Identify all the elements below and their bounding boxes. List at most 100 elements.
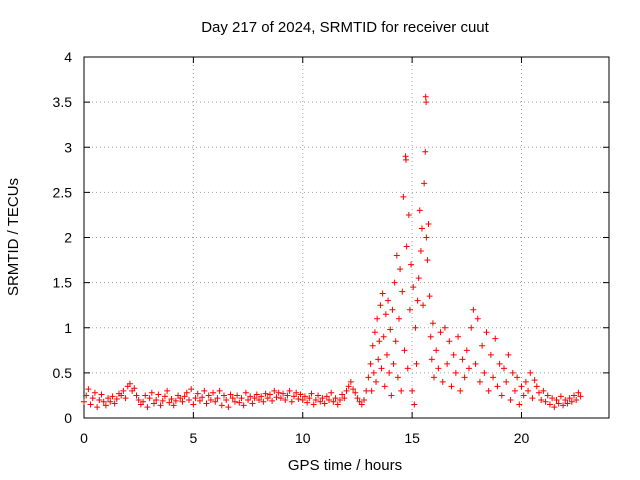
data-point [166,399,173,406]
data-point [242,389,249,396]
data-point [417,248,424,255]
y-tick-labels: 0 0.5 1 1.5 2 2.5 3 3.5 4 [53,49,73,426]
data-point [157,402,164,409]
data-point [334,401,341,408]
data-point [94,404,101,411]
data-point [538,396,545,403]
x-tick-label: 0 [80,430,88,446]
data-point [142,392,149,399]
data-point [245,396,252,403]
data-point [468,324,475,331]
data-point [304,399,311,406]
data-point [214,395,221,402]
y-tick-label: 0 [64,410,72,426]
data-point [392,338,399,345]
data-point [544,392,551,399]
data-point [249,400,256,407]
data-point [527,369,534,376]
data-point [396,315,402,322]
x-tick-label: 5 [189,430,197,446]
data-point [428,356,435,363]
data-point [413,360,420,367]
data-point [295,396,302,403]
data-point [560,402,567,409]
data-point [205,392,212,399]
data-point [306,395,313,402]
data-point [336,396,343,403]
y-tick-label: 0.5 [53,365,73,381]
data-point [126,380,133,387]
y-tick-label: 1.5 [53,275,73,291]
data-point [557,393,564,400]
data-point [291,393,297,400]
data-point [321,400,328,407]
data-point [433,347,440,354]
data-point [282,396,289,403]
data-point [361,396,367,403]
data-point [203,400,210,407]
data-point [463,347,470,354]
data-point [401,347,408,354]
data-point [365,374,372,381]
data-point [83,392,90,399]
data-point [146,395,153,402]
data-point [107,398,114,405]
data-point [446,338,453,345]
data-point [404,365,411,372]
data-point [470,306,477,313]
y-tick-label: 2 [64,230,72,246]
data-point [89,395,96,402]
data-point [199,394,206,401]
data-point [350,386,357,393]
data-point [546,401,553,408]
x-tick-label: 20 [514,430,530,446]
data-point [256,396,262,403]
data-point [315,392,322,399]
data-point [181,393,188,400]
data-point [415,275,422,282]
data-point [431,374,437,381]
data-point [358,401,365,408]
data-point [379,290,386,297]
data-point [308,390,315,397]
data-point [564,400,571,407]
data-point [330,398,337,405]
data-point [81,398,87,405]
data-point [216,387,223,394]
y-tick-label: 3.5 [53,94,73,110]
data-point [85,386,92,393]
y-tick-label: 3 [64,139,72,155]
data-point [575,389,582,396]
data-point [425,220,432,227]
data-point [286,387,293,394]
data-point [288,398,295,405]
data-point [293,389,300,396]
data-point [387,326,394,333]
data-point [439,378,446,385]
data-point [258,393,265,400]
data-point [542,398,549,405]
data-point [299,396,306,403]
data-point [536,389,542,396]
data-point [461,374,468,381]
data-point [494,383,501,390]
data-point [221,392,227,399]
data-point [492,335,499,342]
data-point [347,378,354,385]
data-point [466,365,472,372]
data-point [102,402,109,409]
data-point [406,306,413,313]
data-point [194,390,201,397]
data-point [100,398,107,405]
data-point [505,351,512,358]
data-point [319,395,326,402]
data-point [378,365,385,372]
data-point [105,395,112,402]
data-point [420,302,427,309]
data-point [323,393,330,400]
data-point [352,389,359,396]
data-point [435,365,442,372]
data-point [363,387,370,394]
data-point [498,392,505,399]
